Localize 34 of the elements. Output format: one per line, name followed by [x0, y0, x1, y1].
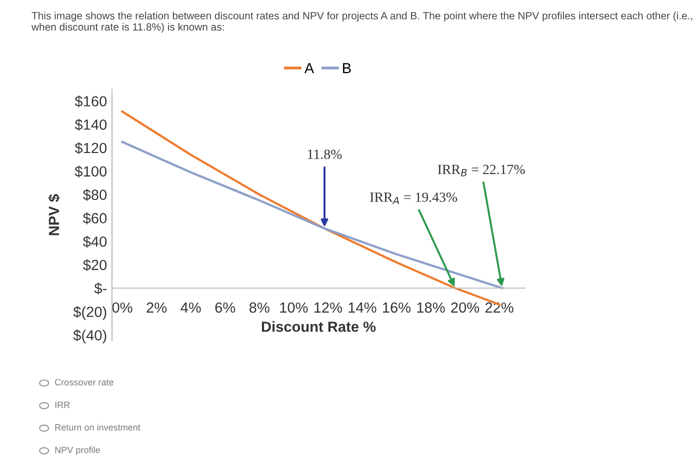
x-tick-label: 20%	[451, 302, 480, 313]
x-tick-label: 10%	[280, 302, 308, 313]
text: NPV profile	[55, 446, 100, 455]
text: IRR	[55, 402, 70, 408]
x-tick-label: 18%	[417, 302, 445, 313]
x-tick-label: 12%	[314, 302, 342, 313]
chart-title: This image shows the relation between discount rates and NPV for projects A and B. The point where the NPV profiles intersect each other (i.e., when discount rate is 11.8%) is known as:	[31, 12, 692, 33]
y-tick-label: $60	[82, 212, 107, 224]
y-tick-label: $40	[82, 236, 107, 248]
y-tick-label: $20	[82, 259, 107, 272]
y-tick-label: $140	[74, 118, 107, 131]
y-tick-label: $(20)	[73, 306, 106, 320]
y-tick-label: $(40)	[73, 330, 106, 344]
x-tick-label: 14%	[348, 302, 376, 313]
y-tick-label: $80	[82, 189, 107, 201]
y-tick-label: $-	[94, 282, 106, 294]
y-tick-label: $160	[74, 95, 107, 108]
x-tick-label: 2%	[146, 302, 167, 313]
x-tick-label: 8%	[249, 302, 270, 313]
annotation: IRR$_{A}$ = 19.43%	[370, 192, 458, 204]
legend-label: B	[343, 63, 351, 74]
x-tick-label: 4%	[180, 302, 201, 313]
annotation: IRR$_{B}$ = 22.17%	[438, 164, 525, 176]
y-tick-label: $100	[74, 166, 107, 178]
y-axis-title: NPV $	[48, 194, 60, 236]
annotation: 11.8%	[308, 150, 342, 160]
x-tick-label: 6%	[215, 302, 236, 313]
text: Crossover rate	[55, 379, 114, 386]
x-tick-label: 16%	[382, 302, 411, 313]
x-tick-label: 0%	[112, 302, 132, 313]
text: Return on investment	[55, 424, 140, 431]
legend-label: A	[304, 63, 314, 74]
x-axis-title: Discount Rate %	[262, 321, 376, 332]
y-tick-label: $120	[74, 142, 107, 154]
